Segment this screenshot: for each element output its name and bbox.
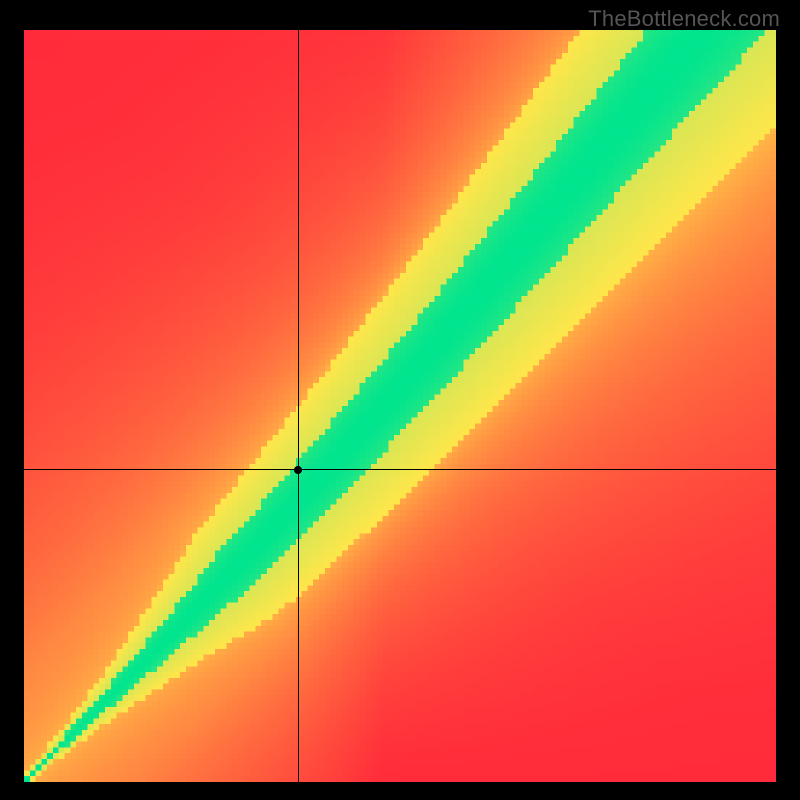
crosshair-horizontal: [24, 469, 776, 470]
watermark-text: TheBottleneck.com: [588, 6, 780, 32]
crosshair-marker: [294, 466, 302, 474]
heatmap-plot: [24, 30, 776, 782]
crosshair-vertical: [298, 30, 299, 782]
heatmap-canvas: [24, 30, 776, 782]
